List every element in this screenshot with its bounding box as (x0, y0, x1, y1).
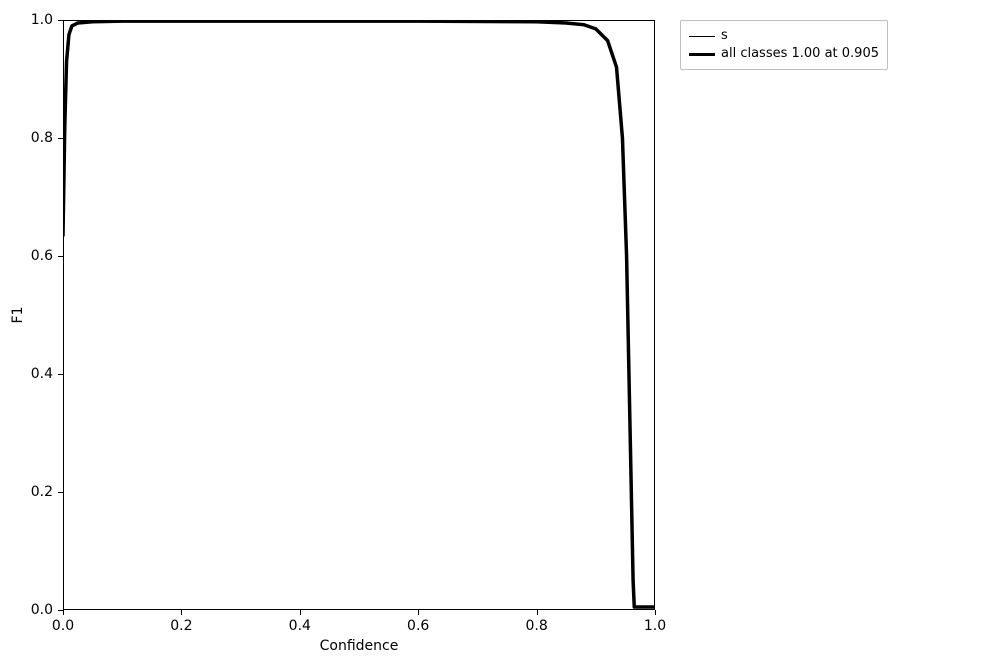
series-line-1 (63, 21, 655, 607)
figure: F1 Confidence sall classes 1.00 at 0.905… (0, 0, 1000, 662)
series-line-0 (63, 21, 655, 607)
chart-svg (0, 0, 1000, 662)
